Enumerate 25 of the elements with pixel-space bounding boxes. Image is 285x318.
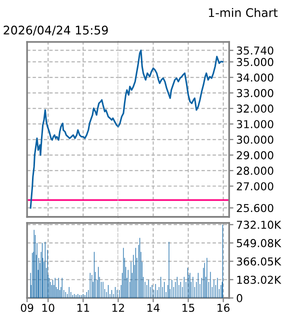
y-tick-label: 183.02K bbox=[237, 276, 282, 284]
x-tick-label: 16 bbox=[218, 304, 230, 312]
y-tick-label: 25.600 bbox=[236, 204, 274, 212]
y-tick-label: 28.000 bbox=[236, 166, 274, 175]
x-tick-label: 10 bbox=[42, 304, 54, 312]
x-tick-label: 09 bbox=[20, 304, 34, 312]
y-tick-label: 34.000 bbox=[236, 73, 274, 82]
y-tick-label: 732.10K bbox=[236, 220, 282, 229]
y-tick-label: 35.000 bbox=[236, 58, 274, 66]
y-tick-label: 32.000 bbox=[236, 104, 274, 113]
y-tick-label: 549.08K bbox=[236, 239, 282, 248]
y-tick-label: 29.000 bbox=[236, 151, 274, 160]
y-tick-label: 27.000 bbox=[236, 182, 274, 190]
chart-title: 1-min Chart bbox=[208, 8, 278, 18]
y-tick-label: 31.000 bbox=[236, 120, 274, 128]
y-tick-label: 33.000 bbox=[236, 89, 274, 98]
y-tick-label: 366.05K bbox=[236, 257, 282, 266]
x-tick-label: 12 bbox=[112, 304, 124, 312]
y-tick-label: 30.000 bbox=[236, 136, 274, 144]
chart-subtitle: 2026/04/24 15:59 bbox=[4, 26, 108, 36]
y-tick-label: 35.740 bbox=[236, 46, 274, 55]
x-tick-label: 11 bbox=[77, 304, 90, 312]
x-tick-label: 15 bbox=[182, 304, 194, 312]
x-tick-label: 14 bbox=[148, 304, 160, 312]
y-tick-label: 0 bbox=[236, 294, 242, 302]
